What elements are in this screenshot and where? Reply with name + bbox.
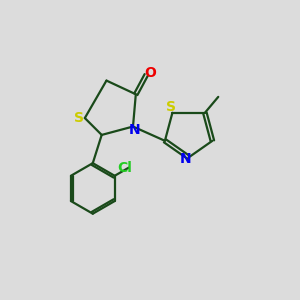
Text: Cl: Cl	[117, 160, 132, 175]
Text: O: O	[145, 67, 157, 80]
Text: S: S	[74, 111, 85, 125]
Text: S: S	[166, 100, 176, 115]
Text: N: N	[179, 152, 191, 166]
Text: N: N	[129, 123, 140, 137]
